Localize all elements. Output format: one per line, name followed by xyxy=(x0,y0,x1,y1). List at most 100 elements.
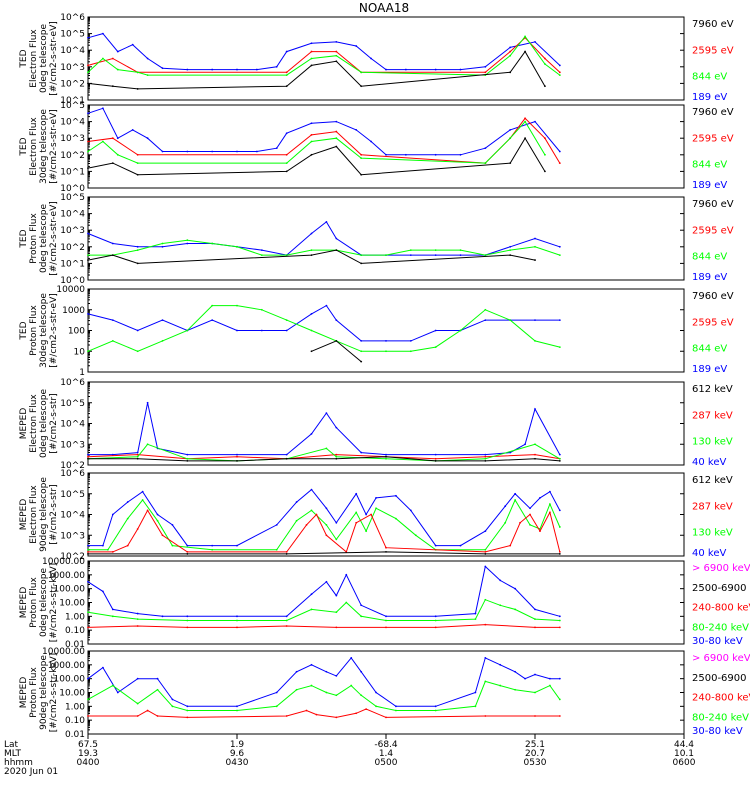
data-point xyxy=(161,319,164,322)
data-point xyxy=(404,68,407,71)
y-label-line: 90deg telescope xyxy=(39,477,49,552)
data-point xyxy=(524,137,526,140)
y-tick-label: 10000 xyxy=(56,285,85,295)
data-point xyxy=(310,432,313,435)
data-point xyxy=(236,709,238,712)
plot-frame xyxy=(87,560,685,645)
data-point xyxy=(305,709,308,712)
data-point xyxy=(111,242,114,245)
data-point xyxy=(275,65,278,68)
data-point xyxy=(360,604,363,607)
data-point xyxy=(544,63,546,65)
data-point xyxy=(136,455,139,458)
legend-entry: 287 keV xyxy=(692,501,733,512)
y-label-line: 0deg telescope xyxy=(39,204,49,274)
data-point xyxy=(111,550,114,553)
data-point xyxy=(514,492,517,495)
data-point xyxy=(360,157,363,160)
data-point xyxy=(87,350,89,353)
data-point xyxy=(211,544,214,547)
y-tick-label: 10.00 xyxy=(59,599,85,609)
data-point xyxy=(335,453,338,456)
data-point xyxy=(310,663,313,666)
data-point xyxy=(409,350,412,353)
y-label-line: TED xyxy=(19,321,29,340)
data-point xyxy=(558,162,561,165)
data-point xyxy=(146,709,149,712)
legend-entry: 2500-6900 keV xyxy=(692,583,750,594)
data-point xyxy=(484,548,487,551)
data-point xyxy=(558,715,561,717)
data-point xyxy=(385,153,387,156)
data-point xyxy=(236,245,238,248)
data-point xyxy=(186,553,189,555)
legend-entry: 2595 eV xyxy=(692,133,734,144)
data-point xyxy=(87,254,89,256)
data-point xyxy=(544,137,546,140)
data-point xyxy=(558,526,561,528)
data-point xyxy=(186,615,189,618)
data-point xyxy=(534,691,536,694)
data-point xyxy=(236,68,238,71)
y-tick-label: 10^5 xyxy=(60,490,85,500)
data-point xyxy=(285,85,288,88)
series-line-0 xyxy=(88,402,561,456)
data-point xyxy=(87,112,89,115)
data-point xyxy=(335,426,338,429)
data-point xyxy=(360,71,363,74)
y-tick-label: 10^4 xyxy=(60,420,85,430)
y-tick-label: 1000 xyxy=(62,306,85,316)
data-point xyxy=(499,579,502,582)
data-point xyxy=(434,457,437,460)
data-point xyxy=(385,254,387,256)
data-point xyxy=(116,68,119,71)
y-tick-label: 1000.00 xyxy=(48,661,85,671)
data-point xyxy=(87,453,89,456)
footer-row-label: 2020 Jun 01 xyxy=(4,767,58,777)
y-label-line: [#/cm2-s-str-keV] xyxy=(49,653,59,732)
data-point xyxy=(539,530,541,532)
data-point xyxy=(509,249,512,252)
data-point xyxy=(355,521,358,524)
data-point xyxy=(335,339,338,342)
data-point xyxy=(87,259,89,261)
data-point xyxy=(534,41,536,43)
data-point xyxy=(161,339,164,342)
data-point xyxy=(335,60,338,63)
data-point xyxy=(509,46,512,49)
data-point xyxy=(111,85,114,88)
y-label-line: TED xyxy=(19,137,29,156)
data-point xyxy=(146,74,149,76)
data-point xyxy=(434,709,437,712)
data-point xyxy=(136,715,139,717)
data-point xyxy=(395,705,397,708)
y-tick-label: 10^5 xyxy=(60,101,85,111)
legend-entry: 612 keV xyxy=(692,475,733,486)
y-label-line: TED xyxy=(19,49,29,68)
data-point xyxy=(136,71,139,74)
data-point xyxy=(136,153,139,156)
data-point xyxy=(370,513,372,516)
data-point xyxy=(186,705,189,708)
data-point xyxy=(171,705,174,708)
y-label-line: MEPED xyxy=(19,499,29,531)
data-point xyxy=(335,538,338,541)
data-point xyxy=(111,339,114,342)
data-point xyxy=(534,245,536,248)
data-point xyxy=(325,523,328,526)
data-point xyxy=(459,329,462,332)
data-point xyxy=(375,507,377,510)
y-tick-label: 1.00 xyxy=(65,702,85,712)
y-tick-label: 10^2 xyxy=(60,151,85,161)
y-tick-label: 10^4 xyxy=(60,118,85,128)
y-label-line: 0deg telescope xyxy=(39,389,49,459)
y-tick-label: 10^5 xyxy=(60,399,85,409)
data-point xyxy=(459,68,462,71)
data-point xyxy=(87,36,89,39)
data-point xyxy=(404,153,407,156)
y-tick-label: 0.10 xyxy=(65,626,85,636)
y-tick-label: 1.00 xyxy=(65,612,85,622)
legend-entry: 40 keV xyxy=(692,548,726,559)
data-point xyxy=(310,249,313,252)
